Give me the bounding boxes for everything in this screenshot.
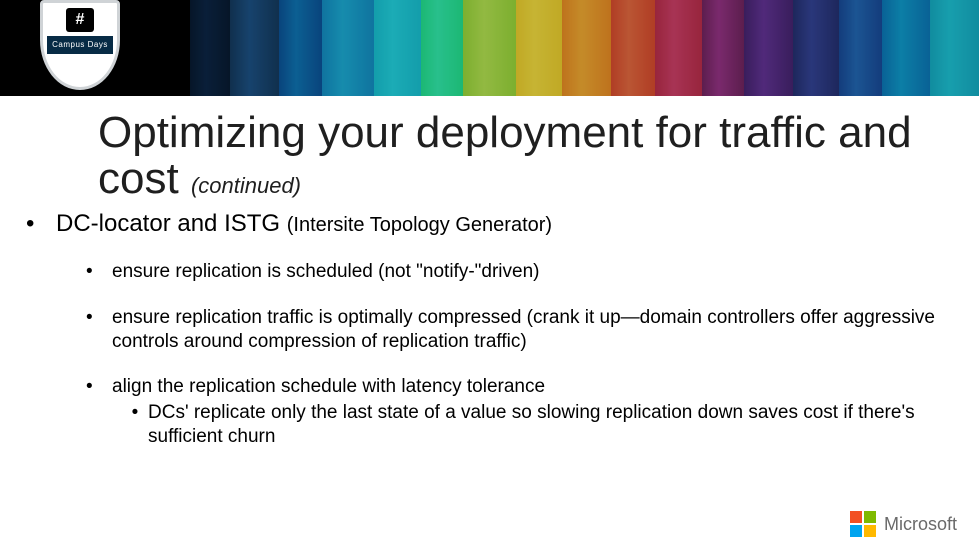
bullet-text: ensure replication is scheduled (not "no… [112, 260, 539, 284]
bullet-level1: • DC-locator and ISTG (Intersite Topolog… [26, 210, 949, 238]
color-stripe [463, 0, 516, 96]
color-stripe [839, 0, 883, 96]
bullet-text: DCs' replicate only the last state of a … [148, 401, 949, 449]
color-stripe [279, 0, 323, 96]
footer-brand-text: Microsoft [884, 514, 957, 535]
l1-note: (Intersite Topology Generator) [287, 214, 552, 236]
microsoft-logo-icon [850, 511, 876, 537]
color-stripe [611, 0, 655, 96]
bullet-level2: • ensure replication traffic is optimall… [86, 306, 949, 354]
bullet-icon: • [86, 260, 112, 284]
slide: # Campus Days 2013 Optimizing your deplo… [0, 0, 979, 551]
bullet-text: align the replication schedule with late… [112, 375, 545, 399]
logo-square-tl [850, 511, 862, 523]
badge-symbol: # [76, 11, 85, 29]
bullet-level2: • align the replication schedule with la… [86, 375, 949, 399]
title-subtext: (continued) [191, 173, 301, 198]
color-strip [190, 0, 979, 96]
bullet-icon: • [26, 210, 56, 238]
color-stripe [516, 0, 561, 96]
color-stripe [882, 0, 929, 96]
color-stripe [230, 0, 279, 96]
color-stripe [793, 0, 838, 96]
footer-logo: Microsoft [850, 511, 957, 537]
bullet-icon: • [86, 375, 112, 399]
color-stripe [190, 0, 230, 96]
color-stripe [374, 0, 421, 96]
bullet-text: DC-locator and ISTG (Intersite Topology … [56, 210, 552, 238]
logo-square-tr [864, 511, 876, 523]
badge-body: # Campus Days 2013 [40, 0, 120, 90]
bullet-level2: • ensure replication is scheduled (not "… [86, 260, 949, 284]
color-stripe [322, 0, 373, 96]
bullet-level3: • DCs' replicate only the last state of … [122, 401, 949, 449]
color-stripe [702, 0, 744, 96]
bullet-icon: • [122, 401, 148, 449]
color-stripe [562, 0, 611, 96]
slide-title: Optimizing your deployment for traffic a… [98, 110, 949, 202]
title-block: Optimizing your deployment for traffic a… [98, 110, 949, 202]
bullet-text: ensure replication traffic is optimally … [112, 306, 949, 354]
color-stripe [421, 0, 463, 96]
content-block: • DC-locator and ISTG (Intersite Topolog… [26, 210, 949, 449]
logo-square-br [864, 525, 876, 537]
bullet-icon: • [86, 306, 112, 354]
top-banner: # Campus Days 2013 [0, 0, 979, 96]
badge-label: Campus Days 2013 [47, 36, 113, 54]
badge-top: # [66, 8, 94, 32]
logo-square-bl [850, 525, 862, 537]
color-stripe [655, 0, 702, 96]
color-stripe [930, 0, 979, 96]
event-badge: # Campus Days 2013 [40, 0, 120, 96]
color-stripe [744, 0, 793, 96]
l1-text: DC-locator and ISTG [56, 210, 280, 237]
